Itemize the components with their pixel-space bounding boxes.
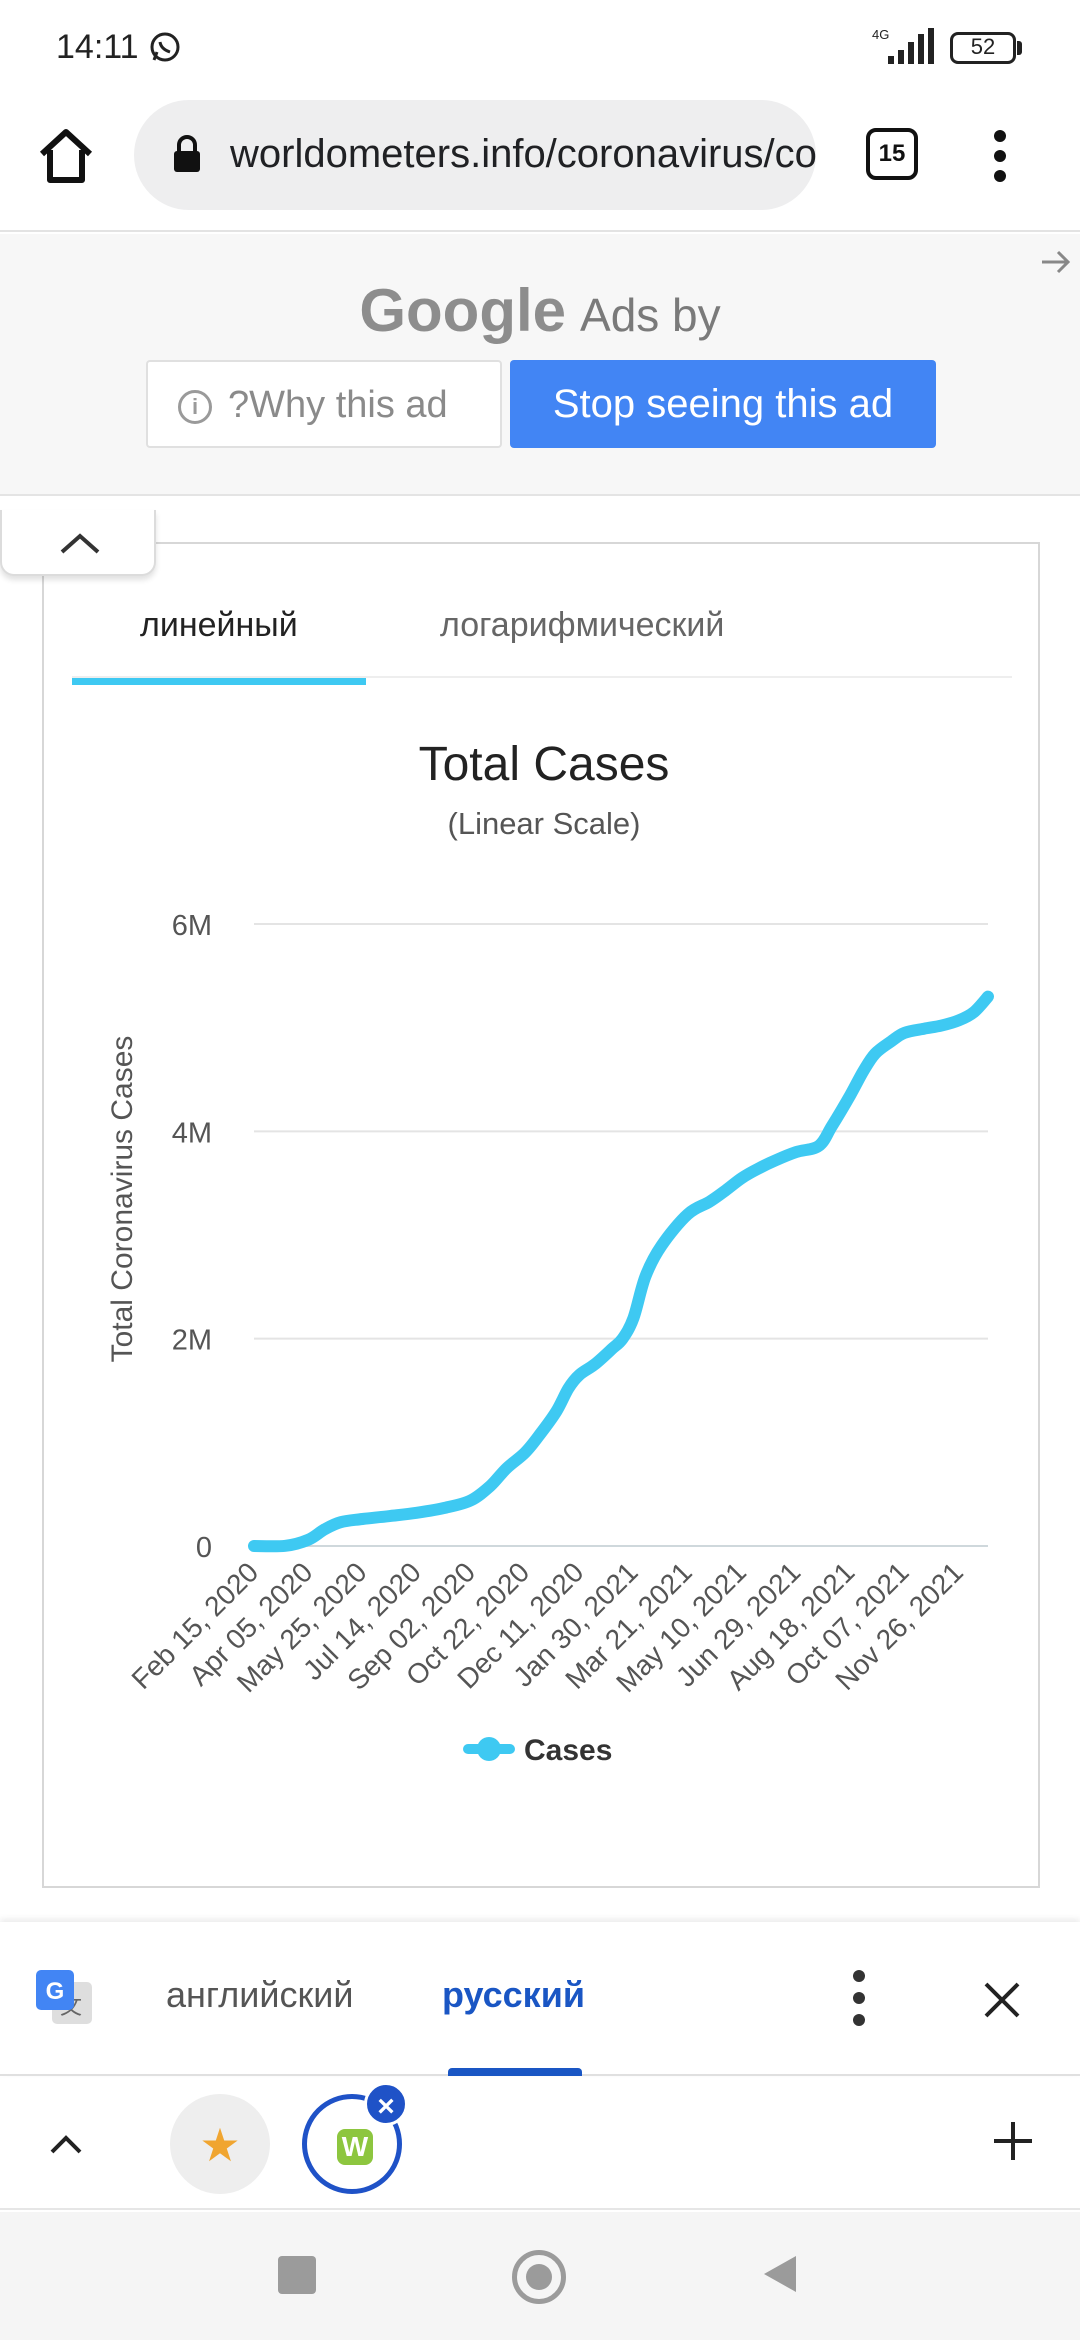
- menu-dot: [994, 150, 1006, 162]
- battery-level: 52: [970, 34, 996, 59]
- menu-dot: [994, 170, 1006, 182]
- legend-label-cases: Cases: [524, 1734, 612, 1767]
- series-line-cases[interactable]: [248, 990, 994, 1553]
- series-layer: [248, 990, 994, 1553]
- y-tick-label: 0: [196, 1532, 212, 1564]
- url-text[interactable]: worldometers.info/coronavirus/country/ru…: [230, 132, 816, 176]
- menu-dot: [853, 1992, 865, 2004]
- ad-title-suffix: Ads by: [580, 289, 721, 341]
- chart-legend[interactable]: Cases: [463, 1734, 612, 1767]
- menu-dot: [994, 130, 1006, 142]
- home-nav-button[interactable]: [512, 2250, 566, 2304]
- active-language-indicator: [448, 2068, 582, 2076]
- translate-bar: 文 G английский русский: [0, 1922, 1080, 2076]
- close-icon[interactable]: [980, 1978, 1024, 2022]
- browser-toolbar: worldometers.info/coronavirus/country/ru…: [0, 96, 1080, 232]
- battery-nub: [1017, 41, 1022, 55]
- y-axis-label: Total Coronavirus Cases: [106, 1036, 139, 1363]
- menu-dot: [853, 2014, 865, 2026]
- recents-button[interactable]: [278, 2256, 316, 2294]
- chevron-up-icon: [60, 533, 100, 554]
- bookmark-tab-button[interactable]: ★: [170, 2094, 270, 2194]
- tab-switcher-button[interactable]: 15: [866, 128, 918, 180]
- network-label: 4G: [872, 27, 889, 42]
- scale-tabs: линейный логарифмический: [72, 544, 1012, 685]
- ad-banner: Google Ads by i ?Why this ad Stop seeing …: [0, 234, 1080, 496]
- info-icon: i: [178, 390, 212, 424]
- star-icon: ★: [199, 2119, 241, 2171]
- y-tick-label: 2M: [172, 1325, 212, 1357]
- home-icon[interactable]: [34, 124, 98, 188]
- worldometers-logo-icon: W: [337, 2129, 373, 2165]
- more-vert-icon[interactable]: [985, 126, 1015, 186]
- google-logo-text: Google: [359, 277, 567, 344]
- menu-dot: [853, 1970, 865, 1982]
- battery-icon: [950, 32, 1016, 64]
- arrow-right-icon[interactable]: [1036, 242, 1076, 282]
- total-cases-chart: Total Cases (Linear Scale) Total Coronav…: [106, 738, 994, 1767]
- home-nav-dot: [526, 2264, 552, 2290]
- chart-subtitle: (Linear Scale): [448, 806, 641, 841]
- tab-log[interactable]: логарифмический: [440, 606, 725, 644]
- translate-more-icon[interactable]: [844, 1968, 874, 2028]
- why-this-ad-button[interactable]: i ?Why this ad: [146, 360, 502, 448]
- chevron-up-icon[interactable]: [46, 2124, 86, 2164]
- back-button[interactable]: [760, 2252, 800, 2296]
- stop-seeing-ad-button[interactable]: Stop seeing this ad: [510, 360, 936, 448]
- source-language-tab[interactable]: английский: [166, 1974, 354, 2015]
- status-time: 14:11: [56, 28, 139, 66]
- tab-linear[interactable]: линейный: [140, 606, 298, 644]
- close-tab-badge-icon[interactable]: ×: [364, 2082, 408, 2126]
- whatsapp-icon: [150, 32, 180, 62]
- url-bar[interactable]: worldometers.info/coronavirus/country/ru…: [134, 100, 816, 210]
- signal-icon: 4G: [872, 27, 934, 64]
- y-tick-label: 6M: [172, 910, 212, 942]
- chart-title: Total Cases: [419, 738, 670, 791]
- svg-text:G: G: [46, 1978, 65, 2005]
- grid-layer: [254, 923, 988, 1547]
- why-this-ad-label: ?Why this ad: [228, 384, 448, 426]
- chart-card: линейный логарифмический Total Cases (Li…: [42, 542, 1040, 1888]
- lock-icon: [174, 135, 200, 172]
- active-tab-indicator: [72, 678, 366, 685]
- status-bar: 14:11 4G 52: [0, 0, 1080, 96]
- y-tick-labels: 0 2M 4M 6M: [172, 910, 212, 1564]
- google-translate-icon[interactable]: 文 G: [34, 1968, 96, 2030]
- y-tick-label: 4M: [172, 1117, 212, 1149]
- collapse-ad-button[interactable]: [0, 510, 156, 576]
- ad-title: Google Ads by: [0, 276, 1080, 345]
- legend-marker: [477, 1737, 501, 1761]
- tab-group-strip: ★ W ×: [0, 2078, 1080, 2210]
- plus-icon[interactable]: [990, 2118, 1036, 2164]
- android-nav-bar: [0, 2212, 1080, 2340]
- target-language-tab[interactable]: русский: [442, 1974, 585, 2015]
